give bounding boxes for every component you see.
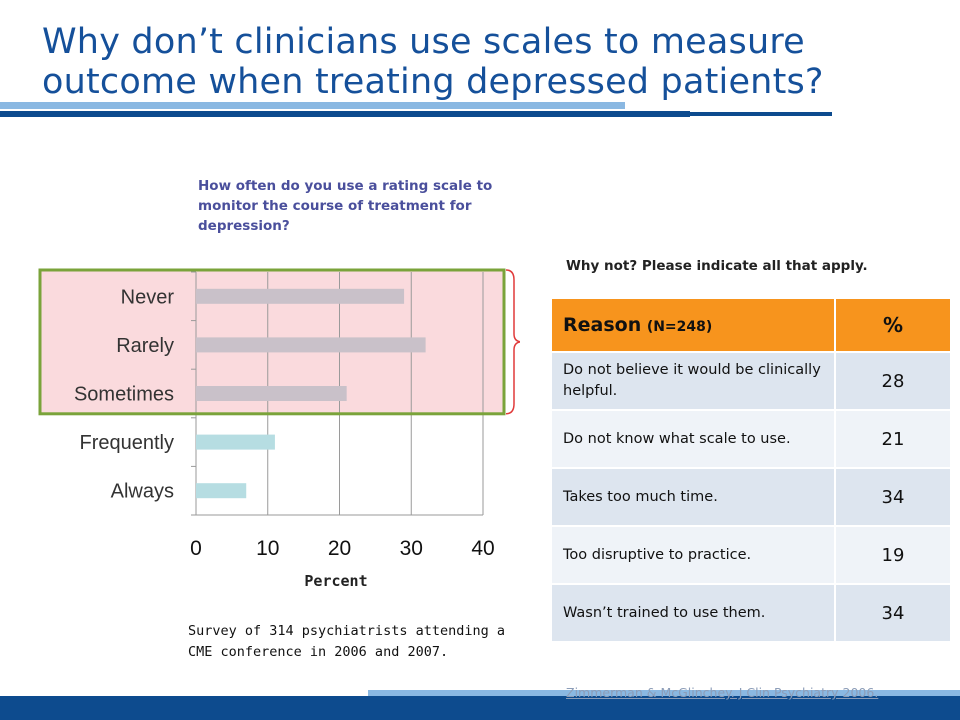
- category-label: Sometimes: [74, 384, 174, 406]
- header-reason: Reason (N=248): [552, 299, 836, 352]
- x-tick-label: 30: [400, 537, 423, 560]
- table-row: Wasn’t trained to use them. 34: [552, 583, 950, 641]
- percent-cell: 34: [835, 583, 950, 641]
- reason-cell: Do not believe it would be clinically he…: [552, 351, 836, 410]
- x-tick-label: 40: [471, 537, 494, 560]
- category-label: Frequently: [80, 432, 175, 454]
- bar: [196, 483, 247, 499]
- highlight-border: [38, 268, 506, 416]
- percent-cell: 28: [835, 351, 950, 410]
- slide-title-line-1: Why don’t clinicians use scales to measu…: [42, 22, 805, 62]
- x-tick-label: 20: [328, 537, 351, 560]
- frequency-chart-svg: Never Rarely Sometimes Frequently Always 0 10 2…: [38, 268, 530, 590]
- title-underline-light: [0, 102, 625, 109]
- brace: [505, 269, 523, 415]
- percent-cell: 19: [835, 525, 950, 584]
- table-row: Too disruptive to practice. 19: [552, 525, 950, 584]
- slide-title: Why don’t clinicians use scales to measu…: [42, 22, 942, 102]
- title-underline-dark-extension: [0, 112, 832, 116]
- header-reason-label: Reason: [563, 314, 642, 336]
- footer-band-light: [368, 690, 960, 696]
- header-n-label: (N=248): [646, 319, 713, 335]
- percent-cell: 21: [835, 409, 950, 468]
- x-axis-title: Percent: [304, 572, 367, 590]
- table-row: Takes too much time. 34: [552, 467, 950, 526]
- table-row: Do not know what scale to use. 21: [552, 409, 950, 468]
- reason-cell: Wasn’t trained to use them.: [552, 583, 836, 641]
- reasons-table: Reason (N=248) % Do not believe it would…: [552, 299, 950, 641]
- slide-title-line-2: outcome when treating depressed patients…: [42, 62, 824, 102]
- citation: Zimmerman & McGlinchey. J Clin Psychiatr…: [566, 685, 879, 700]
- header-percent: %: [835, 299, 950, 352]
- survey-question: How often do you use a rating scale to m…: [198, 178, 493, 234]
- bar: [196, 337, 426, 353]
- reason-cell: Too disruptive to practice.: [552, 525, 836, 584]
- category-label: Never: [121, 286, 175, 308]
- category-label: Always: [111, 481, 174, 503]
- reason-cell: Takes too much time.: [552, 467, 836, 526]
- table-row: Do not believe it would be clinically he…: [552, 351, 950, 410]
- category-label: Rarely: [116, 335, 174, 357]
- bar: [196, 434, 275, 450]
- reason-cell: Do not know what scale to use.: [552, 409, 836, 468]
- table-caption: Why not? Please indicate all that apply.: [566, 258, 868, 274]
- bar: [196, 386, 347, 401]
- frequency-chart: Never Rarely Sometimes Frequently Always 0 10 2…: [0, 260, 530, 600]
- survey-note: Survey of 314 psychiatrists attending a …: [188, 623, 505, 660]
- percent-cell: 34: [835, 467, 950, 526]
- x-tick-label: 0: [190, 537, 202, 560]
- x-tick-label: 10: [256, 537, 279, 560]
- bar: [196, 288, 405, 304]
- footer-band-dark: [0, 696, 960, 720]
